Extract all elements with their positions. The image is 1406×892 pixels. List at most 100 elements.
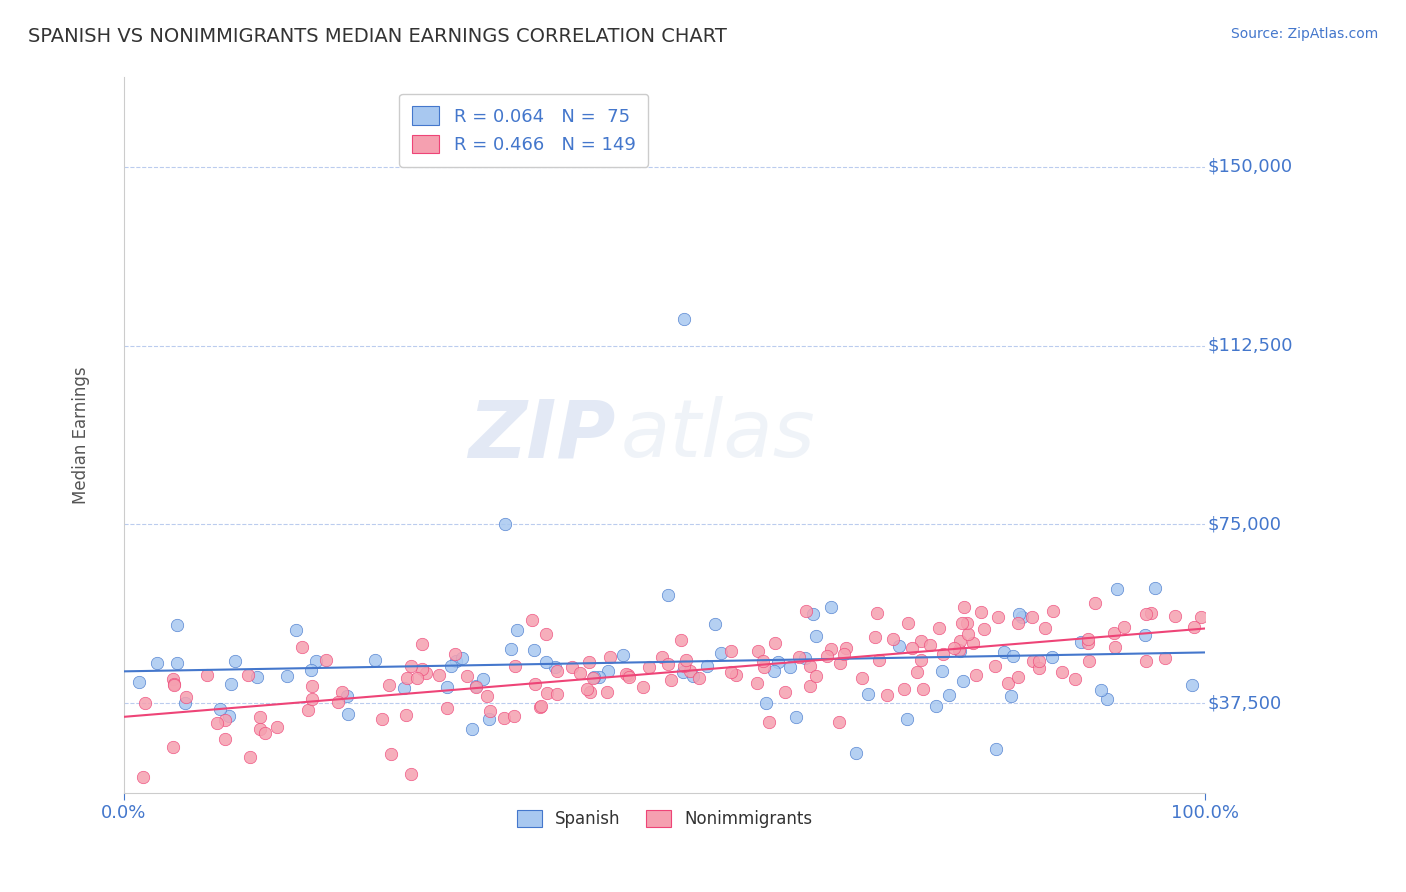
Point: [657, 657, 679, 672]
Point: [304, 654, 326, 668]
Point: [1007, 669, 1029, 683]
Point: [801, 607, 824, 622]
Point: [544, 660, 567, 674]
Point: [297, 703, 319, 717]
Point: [218, 709, 240, 723]
Point: [301, 692, 323, 706]
Point: [949, 634, 972, 648]
Point: [799, 679, 821, 693]
Point: [1112, 620, 1135, 634]
Point: [766, 656, 789, 670]
Point: [925, 698, 948, 713]
Text: SPANISH VS NONIMMIGRANTS MEDIAN EARNINGS CORRELATION CHART: SPANISH VS NONIMMIGRANTS MEDIAN EARNINGS…: [28, 27, 727, 45]
Point: [942, 640, 965, 655]
Point: [479, 704, 502, 718]
Point: [868, 653, 890, 667]
Point: [993, 645, 1015, 659]
Point: [568, 665, 591, 680]
Point: [755, 696, 778, 710]
Point: [986, 741, 1008, 756]
Text: $75,000: $75,000: [1208, 516, 1281, 533]
Point: [378, 678, 401, 692]
Point: [794, 604, 817, 618]
Point: [464, 681, 486, 695]
Point: [1077, 636, 1099, 650]
Point: [315, 653, 337, 667]
Point: [475, 689, 498, 703]
Point: [931, 664, 953, 678]
Point: [446, 654, 468, 668]
Point: [1104, 640, 1126, 654]
Point: [1135, 628, 1157, 642]
Point: [534, 655, 557, 669]
Point: [688, 671, 710, 685]
Point: [1028, 654, 1050, 668]
Text: Median Earnings: Median Earnings: [72, 367, 90, 504]
Point: [522, 613, 544, 627]
Point: [804, 629, 827, 643]
Point: [276, 669, 298, 683]
Point: [720, 665, 742, 679]
Point: [1164, 609, 1187, 624]
Point: [450, 651, 472, 665]
Point: [1140, 607, 1163, 621]
Point: [1008, 607, 1031, 621]
Point: [534, 627, 557, 641]
Point: [614, 667, 637, 681]
Point: [1028, 660, 1050, 674]
Text: $150,000: $150,000: [1208, 158, 1292, 176]
Point: [918, 638, 941, 652]
Point: [173, 696, 195, 710]
Point: [249, 723, 271, 737]
Point: [162, 672, 184, 686]
Point: [948, 643, 970, 657]
Point: [134, 696, 156, 710]
Point: [239, 750, 262, 764]
Point: [793, 650, 815, 665]
Point: [249, 710, 271, 724]
Point: [1095, 692, 1118, 706]
Point: [1102, 626, 1125, 640]
Text: atlas: atlas: [621, 396, 815, 474]
Point: [785, 710, 807, 724]
Point: [953, 599, 976, 614]
Point: [392, 681, 415, 696]
Point: [399, 658, 422, 673]
Point: [745, 676, 768, 690]
Point: [415, 665, 437, 680]
Point: [396, 671, 419, 685]
Point: [380, 747, 402, 761]
Point: [427, 668, 450, 682]
Point: [910, 653, 932, 667]
Point: [896, 712, 918, 726]
Point: [370, 712, 392, 726]
Point: [1011, 609, 1033, 624]
Point: [166, 657, 188, 671]
Point: [773, 684, 796, 698]
Point: [950, 615, 973, 630]
Point: [617, 668, 640, 682]
Point: [465, 679, 488, 693]
Point: [579, 684, 602, 698]
Point: [1077, 654, 1099, 668]
Point: [478, 712, 501, 726]
Point: [787, 649, 810, 664]
Point: [1000, 689, 1022, 703]
Point: [208, 702, 231, 716]
Point: [502, 709, 524, 723]
Point: [672, 312, 695, 326]
Point: [970, 605, 993, 619]
Point: [326, 695, 349, 709]
Point: [291, 640, 314, 654]
Point: [845, 747, 868, 761]
Point: [330, 685, 353, 699]
Point: [830, 656, 852, 670]
Point: [460, 722, 482, 736]
Point: [163, 677, 186, 691]
Point: [763, 636, 786, 650]
Point: [672, 665, 695, 679]
Point: [395, 707, 418, 722]
Point: [411, 662, 433, 676]
Point: [364, 653, 387, 667]
Point: [546, 687, 568, 701]
